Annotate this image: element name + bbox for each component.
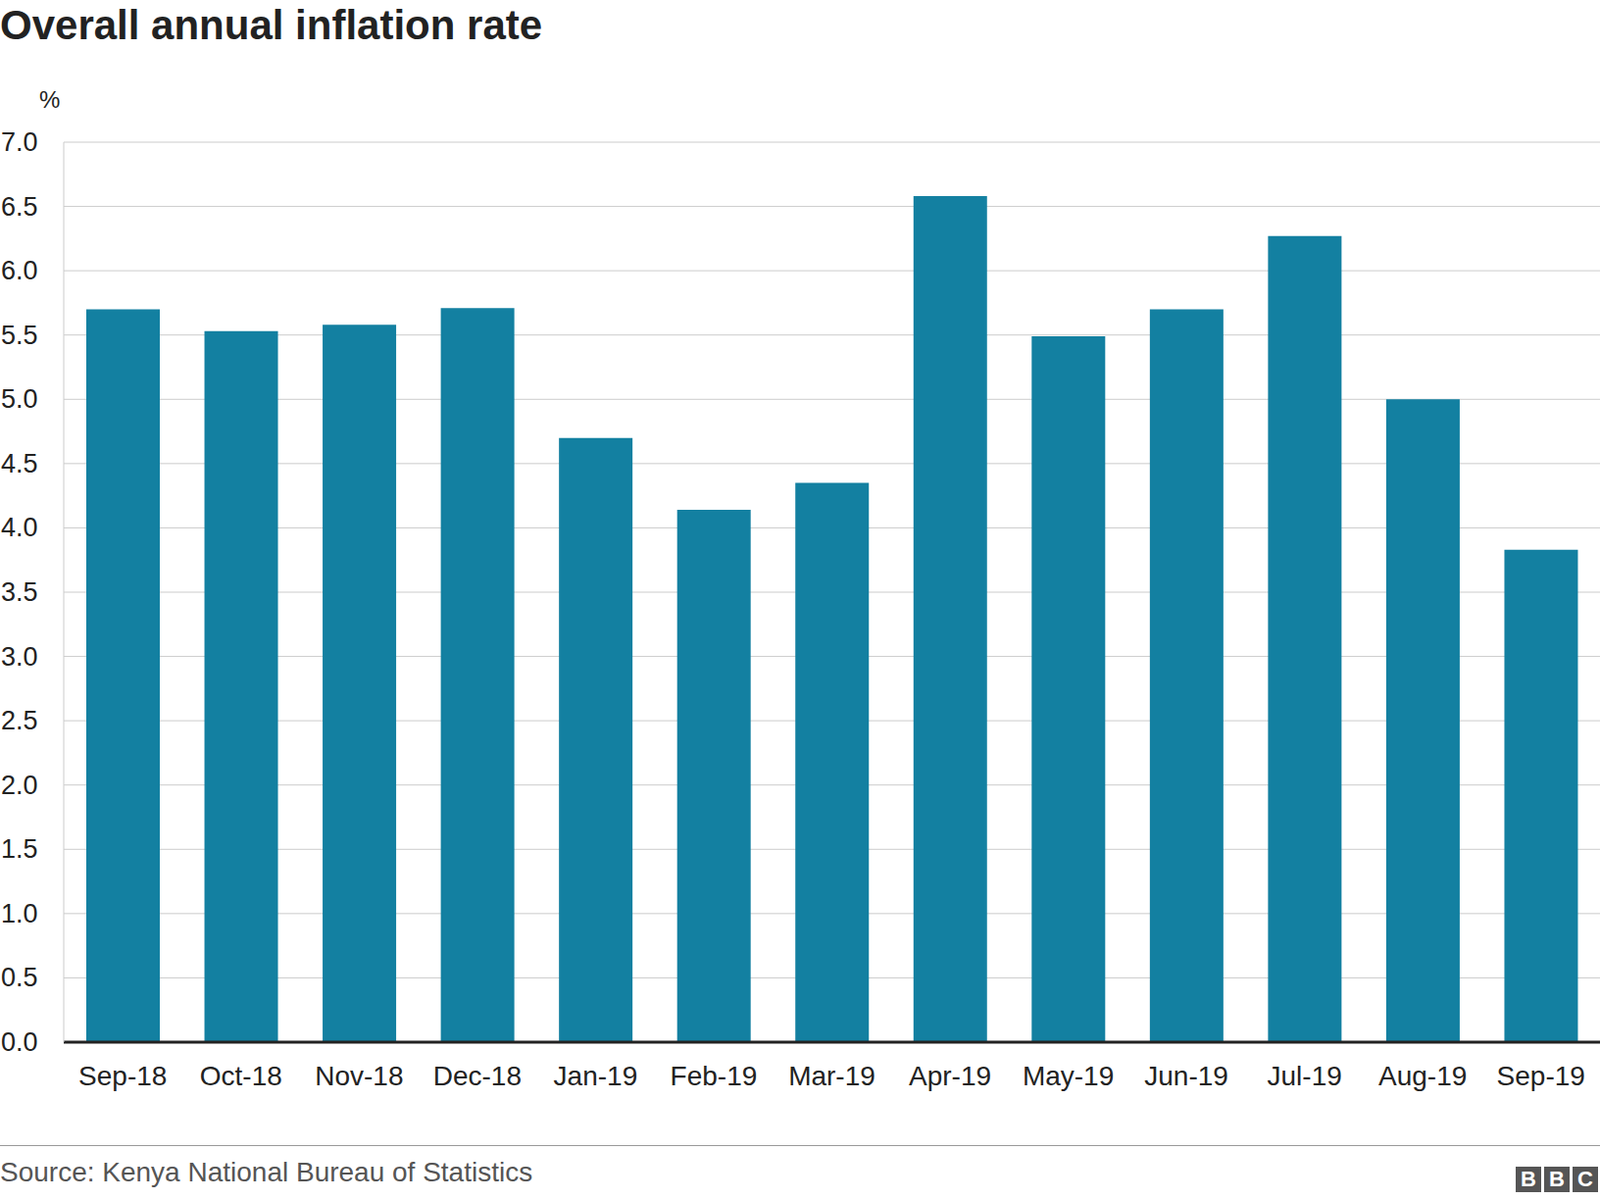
svg-text:4.5: 4.5 (7, 449, 39, 479)
svg-text:Dec-18: Dec-18 (433, 1060, 522, 1092)
svg-text:1.0: 1.0 (7, 899, 39, 929)
svg-text:6.5: 6.5 (7, 192, 39, 222)
svg-text:Sep-18: Sep-18 (78, 1060, 167, 1092)
svg-text:7.0: 7.0 (7, 127, 39, 157)
svg-text:Sep-19: Sep-19 (1497, 1060, 1586, 1092)
svg-text:Nov-18: Nov-18 (314, 1060, 403, 1092)
html-text:Overall annual inflation rate: Overall annual inflation rate (0, 1, 543, 49)
svg-text:Aug-19: Aug-19 (1378, 1060, 1467, 1092)
svg-text:5.5: 5.5 (7, 320, 39, 350)
svg-text:3.5: 3.5 (7, 577, 39, 607)
svg-text:2.0: 2.0 (7, 770, 39, 800)
svg-text:6.0: 6.0 (7, 255, 39, 286)
html-text:B: B (1520, 1166, 1537, 1192)
svg-text:Jan-19: Jan-19 (553, 1060, 639, 1092)
svg-text:0.5: 0.5 (7, 962, 39, 993)
svg-text:May-19: May-19 (1022, 1060, 1114, 1092)
svg-text:Feb-19: Feb-19 (670, 1060, 758, 1092)
svg-text:3.0: 3.0 (7, 642, 39, 672)
svg-text:Mar-19: Mar-19 (788, 1060, 876, 1092)
svg-text:5.0: 5.0 (7, 384, 39, 414)
svg-text:0.0: 0.0 (7, 1027, 39, 1057)
svg-text:Oct-18: Oct-18 (200, 1060, 283, 1092)
svg-text:Jul-19: Jul-19 (1267, 1060, 1343, 1092)
svg-text:2.5: 2.5 (7, 705, 39, 736)
svg-text:Jun-19: Jun-19 (1144, 1060, 1229, 1092)
html-text:Source: Kenya National Bureau: Source: Kenya National Bureau of Statist… (0, 1156, 533, 1188)
svg-text:4.0: 4.0 (7, 512, 39, 543)
svg-text:1.5: 1.5 (7, 834, 39, 864)
svg-text:Apr-19: Apr-19 (908, 1060, 992, 1092)
html-text:C: C (1577, 1166, 1594, 1192)
html-text:B: B (1549, 1166, 1565, 1192)
